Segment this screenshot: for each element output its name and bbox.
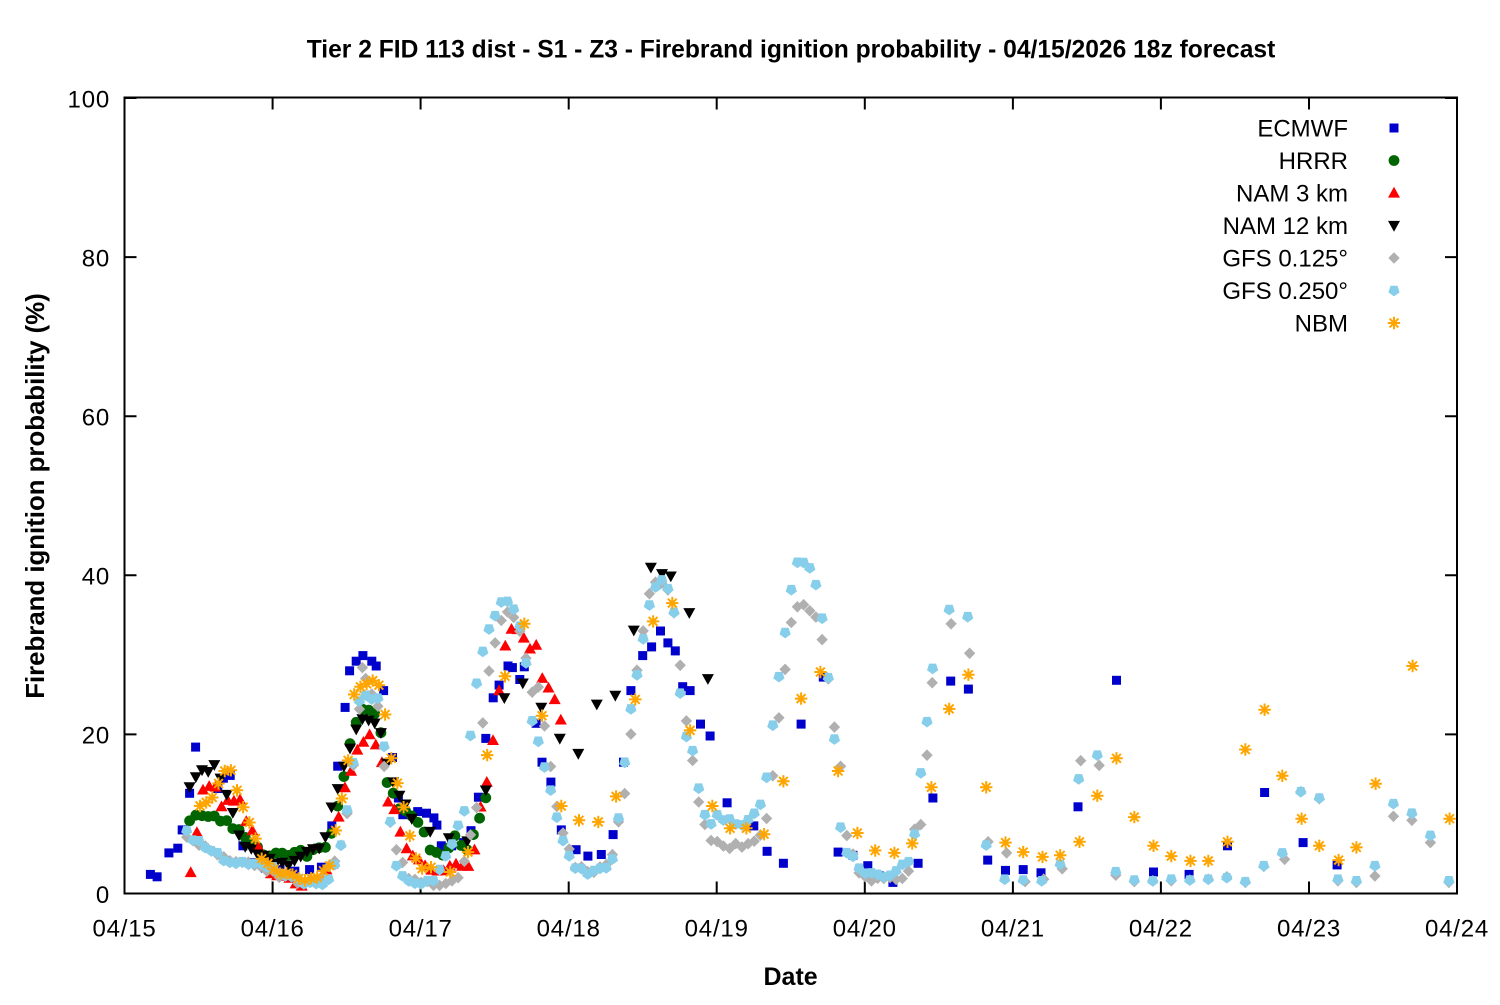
svg-text:04/15: 04/15	[92, 916, 156, 943]
svg-text:Tier 2 FID 113 dist - S1 - Z3: Tier 2 FID 113 dist - S1 - Z3 - Firebran…	[307, 37, 1276, 64]
svg-text:NAM 12 km: NAM 12 km	[1223, 213, 1348, 240]
svg-text:04/17: 04/17	[389, 916, 453, 943]
svg-text:0: 0	[96, 882, 110, 909]
svg-text:80: 80	[82, 245, 110, 272]
svg-text:60: 60	[82, 405, 110, 432]
svg-text:ECMWF: ECMWF	[1257, 116, 1348, 143]
svg-text:NAM 3 km: NAM 3 km	[1236, 181, 1348, 208]
svg-text:HRRR: HRRR	[1279, 148, 1348, 175]
svg-text:04/23: 04/23	[1277, 916, 1341, 943]
svg-text:100: 100	[68, 86, 110, 113]
svg-text:04/21: 04/21	[981, 916, 1045, 943]
svg-text:Date: Date	[764, 963, 818, 991]
svg-text:GFS 0.250°: GFS 0.250°	[1222, 278, 1348, 305]
svg-text:04/18: 04/18	[537, 916, 601, 943]
svg-text:20: 20	[82, 723, 110, 750]
svg-text:04/24: 04/24	[1425, 916, 1489, 943]
svg-text:Firebrand ignition probability: Firebrand ignition probability (%)	[22, 293, 50, 699]
svg-text:NBM: NBM	[1295, 311, 1348, 338]
svg-text:40: 40	[82, 564, 110, 591]
svg-text:04/19: 04/19	[685, 916, 749, 943]
svg-text:04/22: 04/22	[1129, 916, 1193, 943]
svg-text:GFS 0.125°: GFS 0.125°	[1222, 246, 1348, 273]
svg-text:04/20: 04/20	[833, 916, 897, 943]
svg-text:04/16: 04/16	[241, 916, 305, 943]
